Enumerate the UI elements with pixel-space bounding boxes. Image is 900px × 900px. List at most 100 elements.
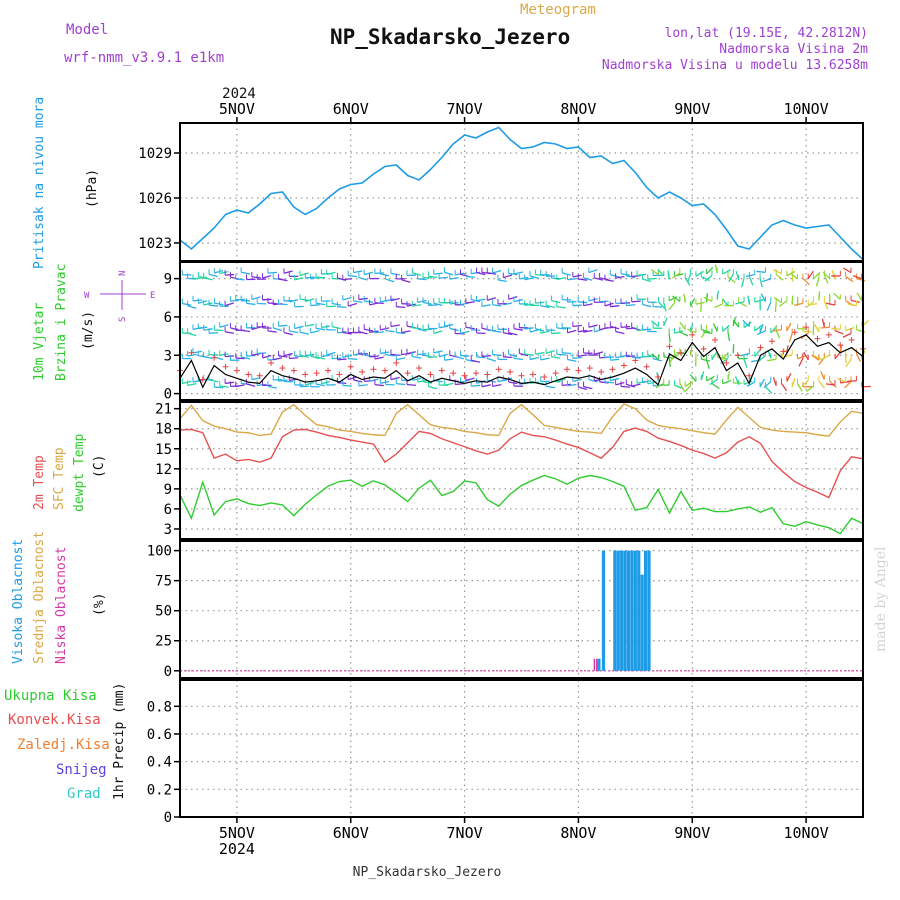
wind-barb [599, 381, 609, 384]
wind-barb [650, 268, 659, 276]
high-cloud-bar [620, 550, 624, 671]
wind-barb [610, 358, 620, 361]
wind-barb [642, 278, 652, 283]
wind-barb [358, 353, 368, 355]
wind-barb [524, 353, 534, 356]
model-name: wrf-nmm_v3.9.1 e1km [64, 50, 224, 66]
wind-barb [663, 302, 667, 312]
wind-barb [604, 279, 614, 282]
wind-barb [668, 302, 675, 311]
wind-barb [224, 381, 235, 385]
low-cloud-label: Niska Oblacnost [54, 547, 69, 664]
wind-barb [572, 378, 582, 382]
lonlat-label: lon,lat (19.15E, 42.2812N) [665, 26, 869, 41]
wind-barb [773, 269, 782, 275]
wind-barb [764, 386, 773, 394]
wind-barb [187, 332, 197, 337]
wind-barb [203, 355, 213, 360]
wind-barb [406, 303, 416, 307]
wind-barb [369, 355, 379, 358]
high-cloud-bar [597, 658, 601, 671]
wind-barb [604, 381, 614, 384]
xtick-label-top: 9NOV [674, 100, 710, 118]
wind-barb [578, 278, 588, 281]
wind-barb [438, 353, 448, 358]
wind-barb [780, 382, 788, 392]
ytick-label: 1026 [138, 191, 172, 207]
wind-barb [820, 371, 825, 380]
wind-barb [668, 296, 678, 302]
freezing-rain-label: Zaledj.Kisa [17, 737, 110, 753]
xtick-label-bottom: 6NOV [333, 824, 369, 842]
wind-barb [487, 272, 497, 275]
wind-barb [438, 325, 449, 329]
wind-barb [773, 296, 782, 304]
sfc-temp-line [179, 403, 864, 437]
wind-barb [524, 303, 534, 306]
high-cloud-bar [616, 550, 620, 671]
wind-barb [481, 384, 491, 388]
wind-barb [535, 301, 545, 304]
wind-barb [556, 327, 566, 330]
wind-barb [845, 326, 855, 332]
wind-barb [444, 382, 454, 386]
wind-barb [631, 383, 641, 387]
wind-barb [246, 383, 256, 387]
panel-temperature: 3 6 9 12 15 18 21 [155, 401, 864, 540]
low-cloud-bar [593, 658, 596, 671]
wind-barb [508, 272, 518, 276]
ytick-label: 9 [164, 272, 172, 288]
wind-barb [503, 302, 513, 306]
xtick-label-top: 8NOV [560, 100, 596, 118]
high-cloud-bar [613, 550, 617, 671]
wind-barb [412, 304, 422, 307]
compass-e: E [150, 291, 155, 301]
wind-barb [567, 329, 577, 334]
panel-frame [179, 401, 864, 540]
high-cloud-label: Visoka Oblacnost [11, 539, 26, 664]
wind-barb [396, 382, 406, 386]
wind-barb [551, 356, 561, 359]
wind-barb [305, 381, 315, 386]
wind-barb [821, 354, 830, 360]
ytick-label: 0.2 [147, 782, 172, 798]
wind-barb [390, 376, 400, 381]
wind-barb [653, 305, 663, 308]
wind-barb [626, 275, 636, 279]
wind-barb [540, 357, 550, 361]
wind-barb [208, 379, 218, 383]
wind-barb [774, 302, 777, 312]
cloud-unit: (%) [92, 593, 107, 616]
wind-barb [267, 302, 277, 305]
wind-barb [396, 306, 406, 308]
wind-barb [455, 382, 465, 386]
wind-barb [790, 272, 798, 280]
wind-barb [380, 273, 390, 277]
wind-barb [240, 356, 251, 360]
wind-barb [385, 329, 395, 333]
wind-barb [406, 351, 416, 355]
wind-barb [551, 299, 561, 304]
wind-barb [257, 352, 267, 355]
wind-barb [743, 358, 748, 368]
ytick-label: 12 [155, 462, 172, 478]
wind-barb [850, 299, 860, 304]
wind-barb [203, 328, 213, 331]
wind-barb [797, 355, 807, 360]
wind-barb [732, 319, 740, 328]
wind-barb [746, 381, 756, 387]
wind-barb [412, 377, 422, 381]
wind-barb [246, 302, 256, 306]
wind-barb [631, 326, 641, 331]
wind-barb [620, 302, 631, 305]
wind-barb [578, 329, 588, 333]
wind-barb [663, 317, 668, 327]
wind-barb [347, 376, 357, 381]
wind-barb [235, 384, 245, 388]
wind-barb [556, 276, 566, 281]
ytick-label: 1023 [138, 236, 172, 252]
wind-barb [358, 384, 368, 387]
wind-barb [476, 356, 486, 359]
wind-speed-line [179, 334, 864, 389]
wind-barb [465, 377, 475, 382]
